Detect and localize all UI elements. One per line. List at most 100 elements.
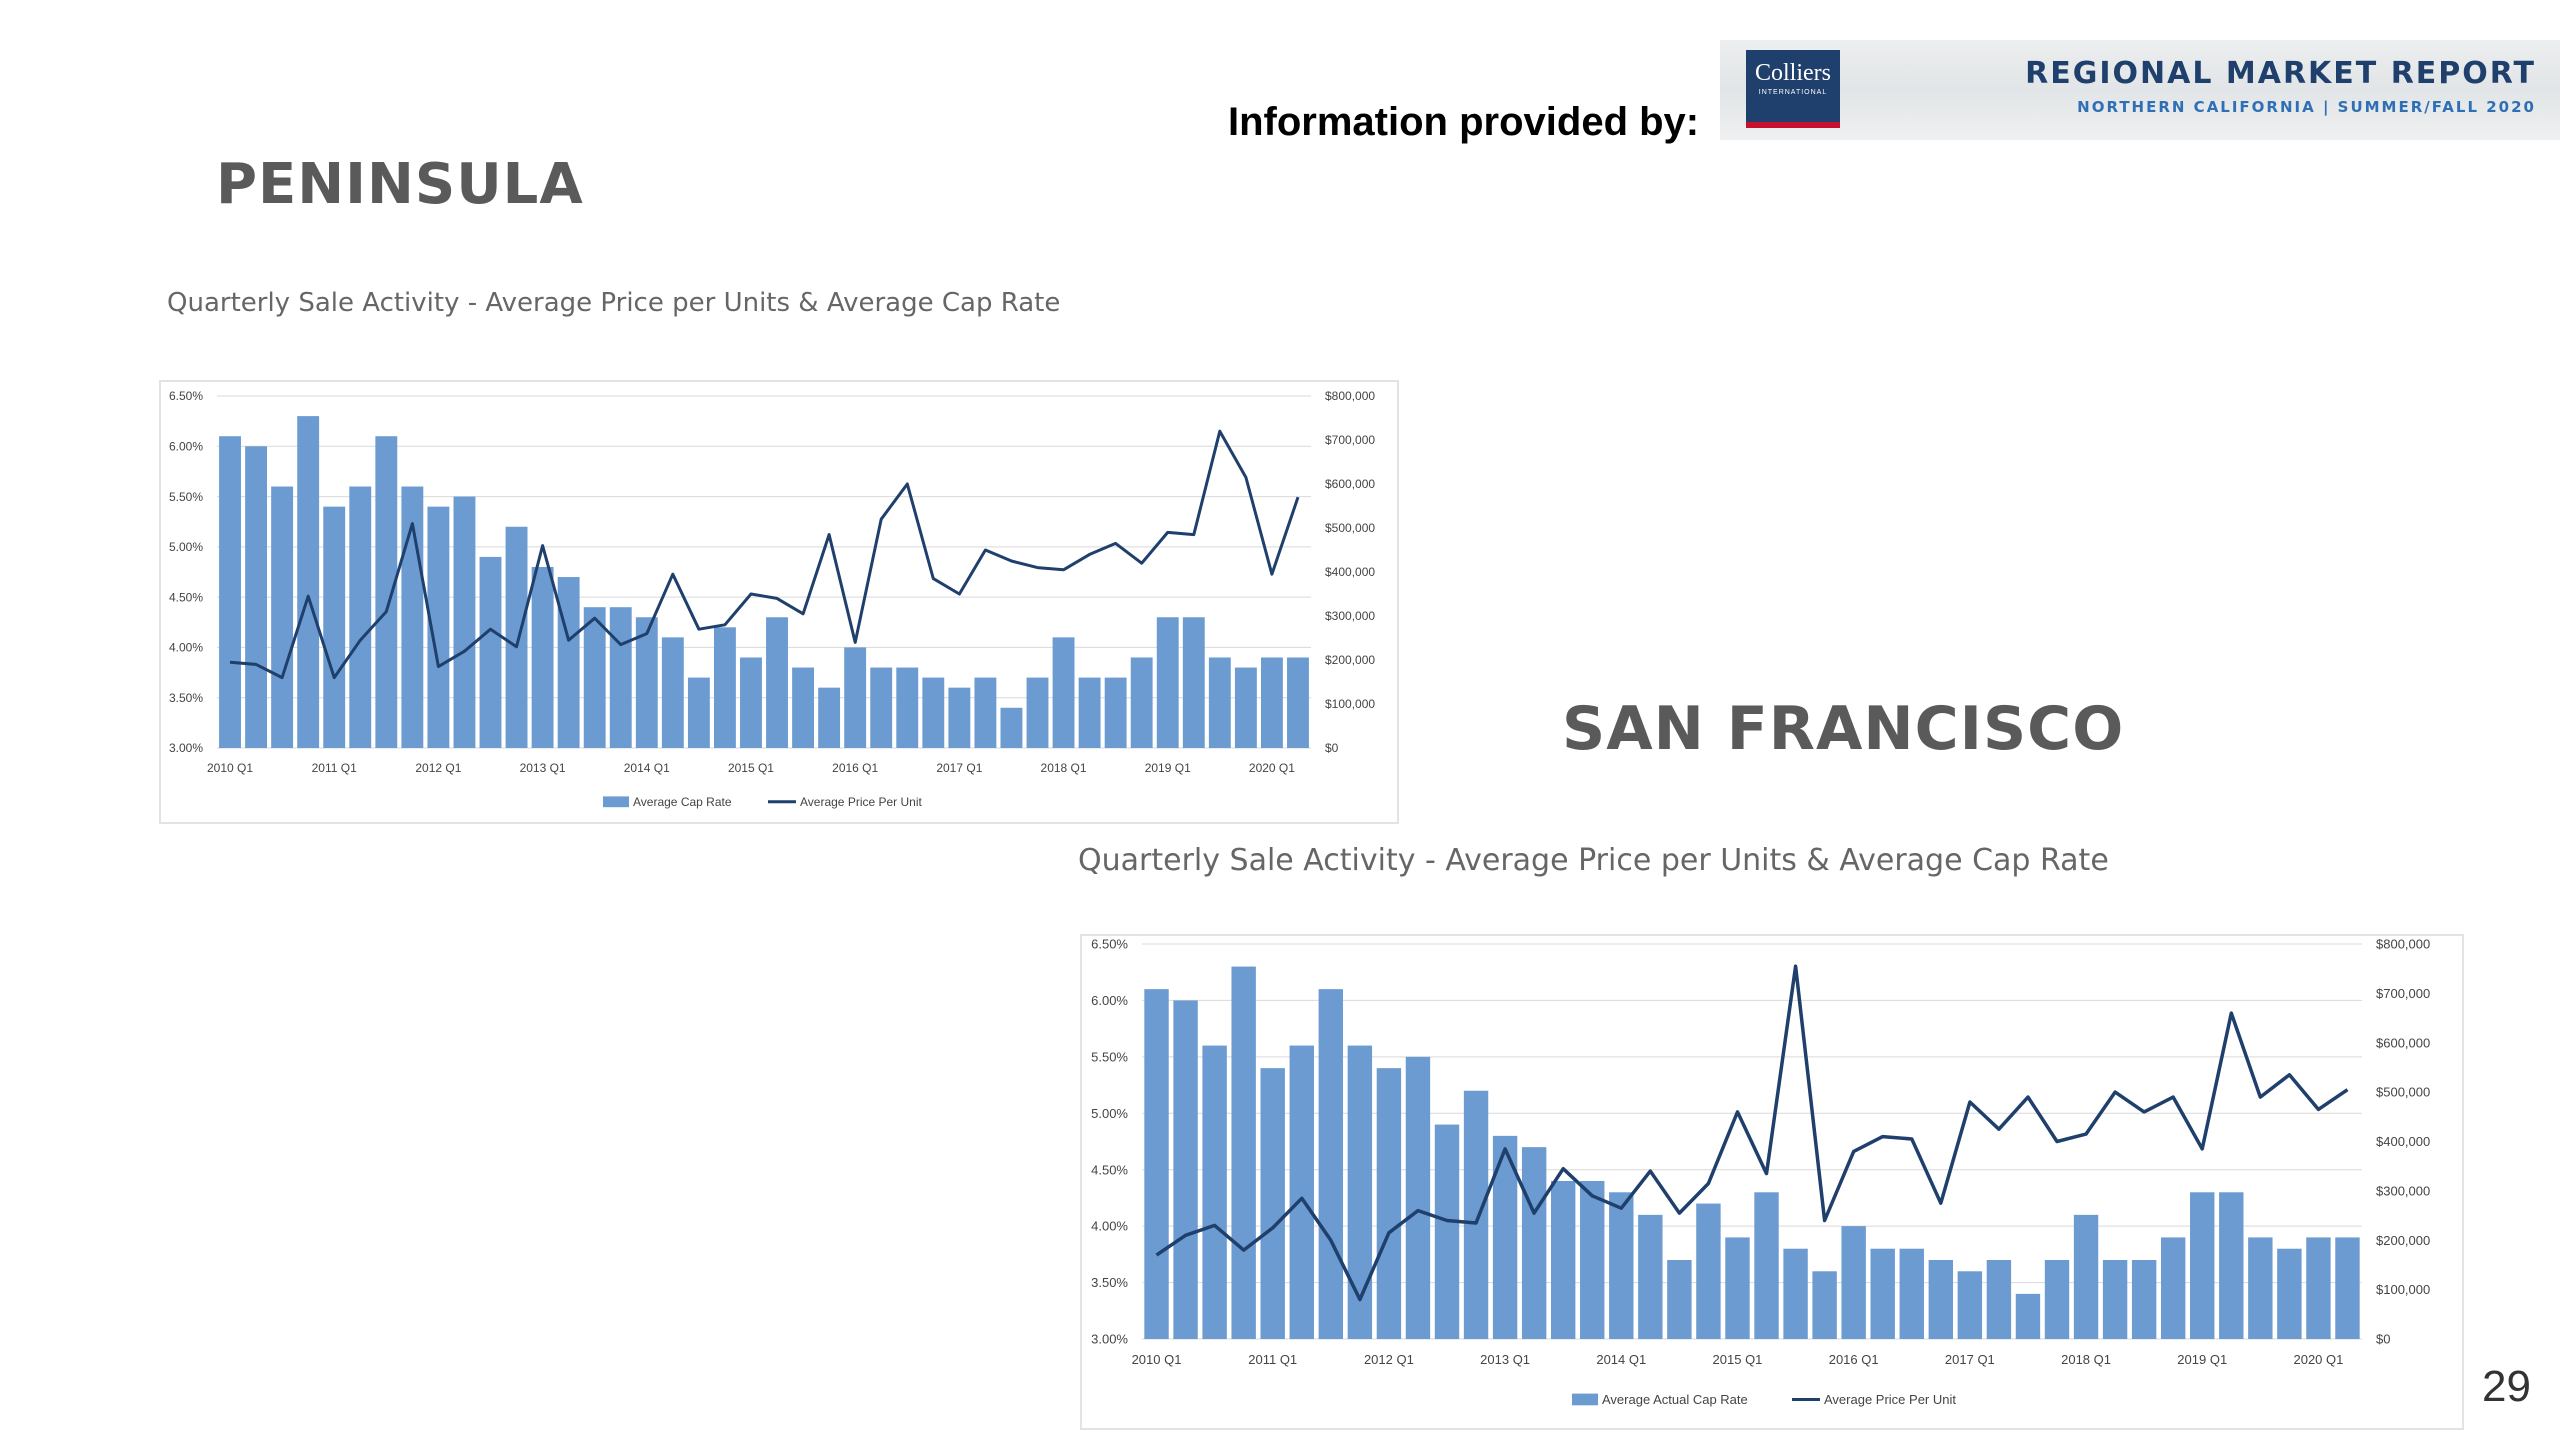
y-right-tick-label: $300,000: [2376, 1183, 2430, 1198]
report-banner: Colliers INTERNATIONAL REGIONAL MARKET R…: [1720, 40, 2560, 140]
y-right-tick-label: $700,000: [1325, 433, 1375, 447]
bar: [1026, 677, 1049, 748]
x-tick-label: 2011 Q1: [312, 761, 357, 775]
provided-by-label: Information provided by:: [1228, 100, 1700, 144]
y-right-tick-label: $200,000: [1325, 653, 1375, 667]
bar: [1812, 1271, 1837, 1339]
bar: [245, 446, 268, 748]
bar: [1260, 1068, 1285, 1339]
x-tick-label: 2012 Q1: [415, 761, 461, 775]
bar: [1104, 677, 1127, 748]
x-tick-label: 2010 Q1: [1132, 1352, 1182, 1367]
logo-subtext: INTERNATIONAL: [1758, 89, 1828, 96]
bar: [2306, 1237, 2331, 1339]
bar: [2277, 1248, 2302, 1339]
bar: [713, 627, 736, 748]
bar: [740, 657, 762, 748]
x-tick-label: 2020 Q1: [2293, 1352, 2343, 1367]
bar: [922, 677, 945, 748]
x-tick-label: 2019 Q1: [2177, 1352, 2227, 1367]
bar: [453, 496, 476, 748]
bar: [896, 667, 919, 748]
report-subtitle: NORTHERN CALIFORNIA | SUMMER/FALL 2020: [2077, 98, 2536, 116]
x-tick-label: 2018 Q1: [1041, 761, 1087, 775]
bar: [1287, 657, 1309, 748]
bar: [1463, 1090, 1489, 1339]
chart-peninsula: 3.00% 3.50% 4.00% 4.50% 5.00% 5.50% 6.00% 6.50%…: [159, 380, 1399, 824]
bar: [479, 556, 502, 748]
x-tick-label: 2016 Q1: [832, 761, 878, 775]
y-left-tick-label: 6.00%: [169, 439, 203, 453]
bar: [1986, 1260, 2012, 1339]
price-line: [1155, 964, 2349, 1302]
x-tick-label: 2017 Q1: [1945, 1352, 1995, 1367]
x-tick-label: 2010 Q1: [207, 761, 253, 775]
bar: [766, 617, 788, 748]
y-left-tick-label: 5.50%: [1091, 1049, 1128, 1064]
bar: [2248, 1237, 2273, 1339]
bar: [323, 506, 346, 748]
bar: [1841, 1226, 1866, 1339]
legend-label-line: Average Price Per Unit: [800, 795, 923, 809]
y-right-tick-label: $600,000: [1325, 477, 1375, 491]
bar: [1208, 657, 1231, 748]
bar: [1550, 1181, 1576, 1339]
bar: [1202, 1045, 1227, 1339]
y-right-tick-label: $100,000: [2376, 1282, 2430, 1297]
x-tick-label: 2013 Q1: [1480, 1352, 1530, 1367]
region-title-peninsula: PENINSULA: [216, 152, 584, 217]
bar: [948, 687, 971, 748]
x-tick-label: 2019 Q1: [1145, 761, 1191, 775]
chart-svg-san-francisco: 3.00% 3.50% 4.00% 4.50% 5.00% 5.50% 6.00% 6.50%…: [1091, 937, 2430, 1407]
price-line: [229, 429, 1300, 680]
logo-text: Colliers: [1755, 60, 1831, 86]
bar: [1234, 667, 1257, 748]
legend-label-line: Average Price Per Unit: [1824, 1392, 1956, 1407]
colliers-logo: Colliers INTERNATIONAL: [1746, 50, 1840, 128]
bar: [661, 637, 684, 748]
y-right-tick-label: $600,000: [2376, 1035, 2430, 1050]
bar: [844, 647, 867, 748]
bar: [1638, 1214, 1663, 1339]
x-tick-label: 2015 Q1: [728, 761, 774, 775]
chart-title-san-francisco: Quarterly Sale Activity - Average Price …: [1078, 843, 2109, 878]
bar: [2102, 1260, 2128, 1339]
bar: [1052, 637, 1075, 748]
y-left-tick-label: 6.00%: [1091, 993, 1128, 1008]
y-left-tick-label: 5.00%: [1091, 1106, 1128, 1121]
bar: [1754, 1192, 1779, 1339]
bar: [1231, 966, 1256, 1339]
bar: [1078, 677, 1101, 748]
legend-label-bar: Average Cap Rate: [633, 795, 732, 809]
x-tick-label: 2020 Q1: [1249, 761, 1295, 775]
bar: [870, 667, 893, 748]
y-left-tick-label: 4.50%: [169, 590, 203, 604]
chart-san-francisco: 3.00% 3.50% 4.00% 4.50% 5.00% 5.50% 6.00% 6.50%…: [1080, 934, 2464, 1430]
bar: [1957, 1271, 1983, 1339]
bar: [1347, 1045, 1373, 1339]
y-right-tick-label: $800,000: [1325, 389, 1375, 403]
y-right-tick-label: $800,000: [2376, 937, 2430, 952]
bar: [1260, 657, 1283, 748]
bar: [2131, 1260, 2157, 1339]
y-left-tick-label: 4.00%: [1091, 1219, 1128, 1234]
bar: [609, 607, 632, 748]
bar: [349, 486, 372, 748]
chart-title-peninsula: Quarterly Sale Activity - Average Price …: [167, 288, 1061, 318]
x-tick-label: 2016 Q1: [1829, 1352, 1879, 1367]
y-right-tick-label: $500,000: [2376, 1085, 2430, 1100]
y-left-tick-label: 3.50%: [1091, 1275, 1128, 1290]
y-left-tick-label: 6.50%: [1091, 937, 1128, 952]
x-tick-label: 2013 Q1: [520, 761, 566, 775]
y-right-tick-label: $700,000: [2376, 986, 2430, 1001]
bar: [1783, 1248, 1808, 1339]
bar: [1609, 1192, 1634, 1339]
bar: [974, 677, 997, 748]
bar: [1725, 1237, 1750, 1339]
bar: [1376, 1068, 1402, 1339]
bar: [1318, 989, 1344, 1339]
bar: [1289, 1045, 1314, 1339]
bar: [2190, 1192, 2215, 1339]
y-left-tick-label: 3.00%: [169, 741, 203, 755]
x-tick-label: 2014 Q1: [624, 761, 670, 775]
